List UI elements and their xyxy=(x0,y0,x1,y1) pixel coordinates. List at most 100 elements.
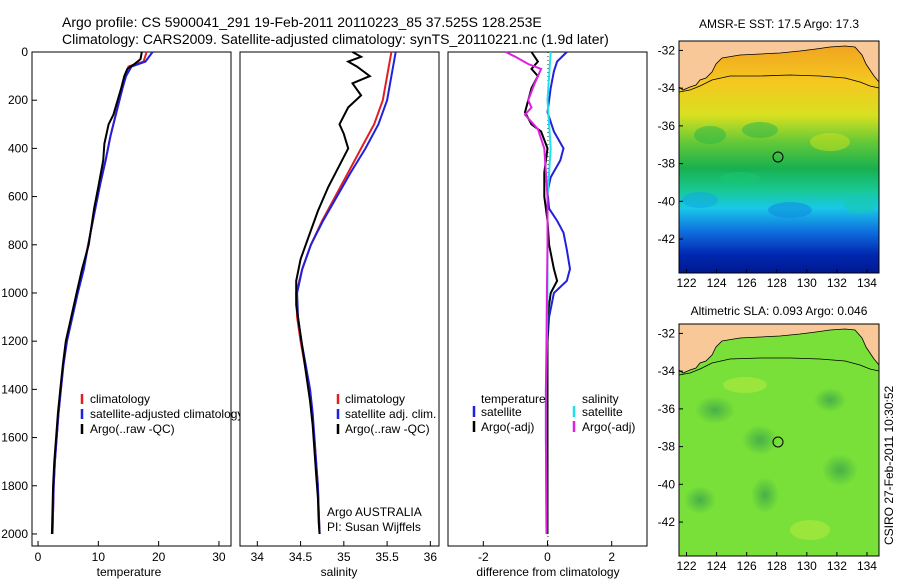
y-tick-label: 200 xyxy=(8,93,28,107)
x-tick-label: 36 xyxy=(424,550,438,564)
difference-x-label: difference from climatology xyxy=(476,565,619,579)
map-x-tick-label: 124 xyxy=(707,559,727,573)
y-tick-label: 400 xyxy=(8,141,28,155)
sla-map-title: Altimetric SLA: 0.093 Argo: 0.046 xyxy=(691,304,868,318)
salinity-plot-frame xyxy=(239,51,440,547)
map-y-tick-label: -40 xyxy=(658,194,676,208)
x-tick-label: 35.5 xyxy=(375,550,399,564)
salinity-legend-satellite: satellite adj. clim. xyxy=(345,407,436,421)
difference-legend-salinity-title: salinity xyxy=(582,392,619,406)
map-x-tick-label: 126 xyxy=(737,559,757,573)
map-x-tick-label: 126 xyxy=(737,276,757,290)
map-x-tick-label: 132 xyxy=(827,559,847,573)
map-y-tick-label: -32 xyxy=(658,326,676,340)
map-y-tick-label: -32 xyxy=(658,43,676,57)
map-x-tick-label: 128 xyxy=(767,559,787,573)
sla-patch xyxy=(790,520,830,540)
salinity-legend-climatology: climatology xyxy=(345,392,405,406)
salinity-legend: climatology satellite adj. clim. Argo(..… xyxy=(336,392,436,436)
sst-contour xyxy=(678,74,880,93)
csiro-timestamp: CSIRO 27-Feb-2011 10:30:52 xyxy=(882,385,896,545)
salinity-legend-argo: Argo(..raw -QC) xyxy=(345,422,430,436)
temperature-legend-climatology: climatology xyxy=(90,392,150,406)
x-tick-label: 35 xyxy=(337,550,351,564)
difference-legend-temp-satellite: satellite xyxy=(481,405,522,419)
map-x-tick-label: 134 xyxy=(857,276,877,290)
temperature-series xyxy=(50,51,154,535)
temperature-y-ticks: 0 200 400 600 800 1000 1200 1400 1600 1800 2000 xyxy=(1,45,37,541)
salinity-x-label: salinity xyxy=(321,565,358,579)
header-line-1: Argo profile: CS 5900041_291 19-Feb-2011… xyxy=(62,14,542,30)
sst-patches xyxy=(682,122,876,218)
sla-argo-position-marker xyxy=(772,436,784,448)
sst-x-ticks: 122 124 126 128 130 132 134 xyxy=(677,269,877,290)
map-x-tick-label: 122 xyxy=(677,276,697,290)
y-tick-label: 800 xyxy=(8,238,28,252)
sla-patch xyxy=(822,454,858,486)
series-line-1-2 xyxy=(295,51,372,535)
x-tick-label: 20 xyxy=(152,550,166,564)
salinity-annotation-argo: Argo AUSTRALIA xyxy=(327,505,422,519)
sla-patch xyxy=(695,396,735,424)
sla-patch xyxy=(814,388,846,412)
sla-y-ticks: -32 -34 -36 -38 -40 -42 xyxy=(658,326,683,529)
map-x-tick-label: 122 xyxy=(677,559,697,573)
difference-x-ticks: -2 0 2 xyxy=(478,541,615,564)
temperature-legend-argo: Argo(..raw -QC) xyxy=(90,422,175,436)
sst-patch xyxy=(720,172,760,184)
map-y-tick-label: -36 xyxy=(658,402,676,416)
sst-patch xyxy=(810,133,850,151)
difference-legend-sal-satellite: satellite xyxy=(582,405,623,419)
y-tick-label: 1600 xyxy=(1,431,28,445)
x-tick-label: 30 xyxy=(212,550,226,564)
sla-map-frame xyxy=(678,323,880,557)
map-y-tick-label: -36 xyxy=(658,119,676,133)
y-tick-label: 1800 xyxy=(1,479,28,493)
difference-series xyxy=(505,51,572,535)
temperature-panel: 0 10 20 30 0 200 400 600 800 1000 1200 1400 1600 180… xyxy=(1,45,243,579)
sst-patch xyxy=(742,122,778,138)
difference-legend: temperature satellite Argo(-adj) salinit… xyxy=(472,392,635,434)
map-y-tick-label: -34 xyxy=(658,364,676,378)
x-tick-label: -2 xyxy=(478,550,489,564)
sla-land xyxy=(678,323,880,374)
sst-map-panel: AMSR-E SST: 17.5 Argo: 17.3 122 124 126 128… xyxy=(658,17,880,290)
sst-field xyxy=(679,41,879,273)
y-tick-label: 0 xyxy=(21,45,28,59)
x-tick-label: 2 xyxy=(608,550,615,564)
x-tick-label: 0 xyxy=(544,550,551,564)
temperature-x-ticks: 0 10 20 30 xyxy=(35,541,226,564)
sst-patch xyxy=(694,126,726,144)
y-tick-label: 1200 xyxy=(1,334,28,348)
salinity-annotation-pi: PI: Susan Wijffels xyxy=(327,520,421,534)
map-y-tick-label: -38 xyxy=(658,440,676,454)
sla-patch xyxy=(751,477,779,513)
difference-legend-temp-argo: Argo(-adj) xyxy=(481,420,534,434)
difference-legend-temperature-title: temperature xyxy=(481,392,546,406)
x-tick-label: 34.5 xyxy=(289,550,313,564)
y-tick-label: 1400 xyxy=(1,382,28,396)
temperature-plot-frame xyxy=(31,51,232,547)
y-tick-label: 1000 xyxy=(1,286,28,300)
y-tick-label: 600 xyxy=(8,190,28,204)
sla-patches xyxy=(684,377,858,540)
map-y-tick-label: -38 xyxy=(658,157,676,171)
difference-panel: -2 0 2 difference from climatology tempera… xyxy=(447,51,648,579)
map-y-tick-label: -42 xyxy=(658,515,676,529)
sst-patch xyxy=(768,202,812,218)
sst-land xyxy=(678,40,880,91)
sst-map-title: AMSR-E SST: 17.5 Argo: 17.3 xyxy=(699,17,859,31)
x-tick-label: 0 xyxy=(35,550,42,564)
temperature-x-label: temperature xyxy=(97,565,162,579)
temperature-legend-satellite: satellite-adjusted climatology xyxy=(90,407,243,421)
x-tick-label: 34 xyxy=(251,550,265,564)
sla-patch xyxy=(742,425,778,455)
map-x-tick-label: 124 xyxy=(707,276,727,290)
map-y-tick-label: -40 xyxy=(658,477,676,491)
map-y-tick-label: -42 xyxy=(658,232,676,246)
salinity-x-ticks: 34 34.5 35 35.5 36 xyxy=(251,541,438,564)
series-line-2-3 xyxy=(505,51,549,535)
map-y-tick-label: -34 xyxy=(658,81,676,95)
sst-map-frame xyxy=(678,40,880,274)
